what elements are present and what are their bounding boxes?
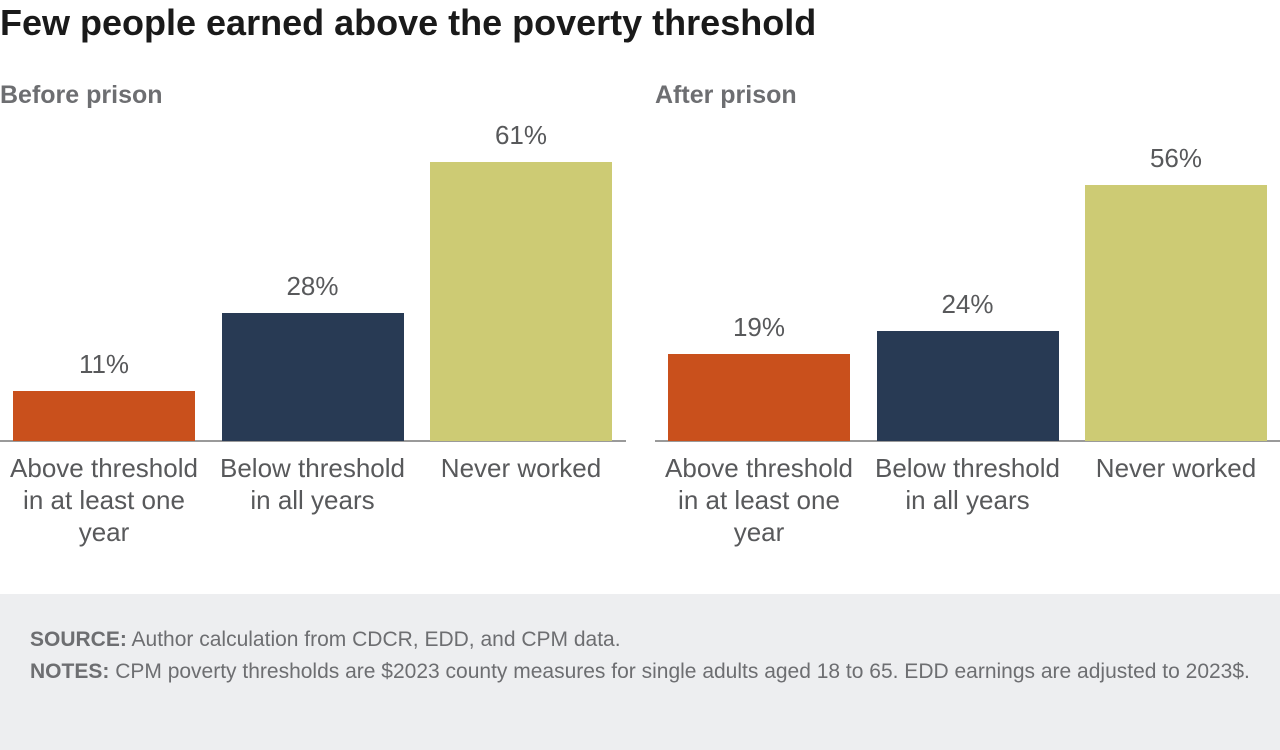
- value-label: 28%: [286, 270, 339, 301]
- title: Few people earned above the poverty thre…: [0, 2, 817, 43]
- category-label: Above threshold in at least one year: [665, 453, 853, 547]
- baseline: [0, 440, 626, 442]
- value-label: 24%: [941, 289, 994, 320]
- category-label: Above threshold in at least one year: [10, 453, 198, 547]
- category-label: Never worked: [1095, 453, 1257, 483]
- source-text: Author calculation from CDCR, EDD, and C…: [131, 628, 621, 651]
- source-label: SOURCE:: [30, 628, 127, 651]
- baseline: [655, 440, 1280, 442]
- bar: [221, 312, 404, 441]
- notes-label: NOTES:: [30, 660, 110, 683]
- bar: [668, 354, 850, 441]
- bar: [430, 162, 612, 441]
- source: SOURCE: Author calculation from CDCR, ED…: [30, 624, 1250, 656]
- panel-title: Before prison: [0, 81, 163, 109]
- category-label: Below threshold in all years: [220, 453, 405, 515]
- bar: [1085, 184, 1267, 441]
- bar: [13, 390, 195, 441]
- bar: [876, 331, 1059, 441]
- footer: SOURCE: Author calculation from CDCR, ED…: [0, 594, 1280, 750]
- category-label: Never worked: [440, 453, 602, 483]
- notes-text: CPM poverty thresholds are $2023 county …: [115, 660, 1250, 683]
- panel-title: After prison: [655, 81, 797, 109]
- footer-text: SOURCE: Author calculation from CDCR, ED…: [30, 624, 1250, 688]
- category-label: Below threshold in all years: [875, 453, 1060, 515]
- value-label: 19%: [732, 312, 786, 343]
- value-label: 61%: [494, 120, 548, 150]
- notes: NOTES: CPM poverty thresholds are $2023 …: [30, 656, 1250, 688]
- value-label: 11%: [78, 348, 130, 379]
- value-label: 56%: [1149, 142, 1203, 173]
